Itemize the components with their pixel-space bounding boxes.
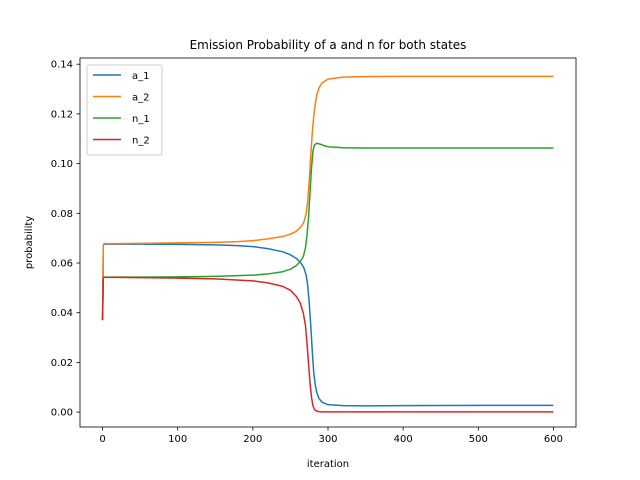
legend-label-n_2: n_2 xyxy=(132,136,150,147)
y-tick-label: 0.00 xyxy=(51,408,73,419)
series-line-a_2 xyxy=(101,75,554,321)
y-tick-label: 0.12 xyxy=(51,109,73,120)
x-tick-label: 500 xyxy=(469,434,488,445)
y-tick-label: 0.10 xyxy=(51,159,73,170)
legend-label-a_1: a_1 xyxy=(132,71,150,82)
y-tick-label: 0.14 xyxy=(51,60,73,71)
x-tick-label: 100 xyxy=(168,434,187,445)
series-line-a_1 xyxy=(101,243,554,407)
x-tick-label: 400 xyxy=(394,434,413,445)
y-axis-label: probability xyxy=(24,216,35,269)
legend-label-n_1: n_1 xyxy=(132,114,150,125)
plot-area xyxy=(101,75,554,413)
x-axis: 0 100 200 300 400 500 600 xyxy=(99,427,563,445)
x-axis-label: iteration xyxy=(307,459,349,470)
legend: a_1 a_2 n_1 n_2 xyxy=(86,64,163,156)
x-tick-label: 600 xyxy=(544,434,563,445)
y-tick-label: 0.08 xyxy=(51,209,73,220)
x-tick-label: 200 xyxy=(243,434,262,445)
y-axis: 0.00 0.02 0.04 0.06 0.08 0.10 0.12 0.14 xyxy=(51,60,80,419)
x-tick-label: 0 xyxy=(99,434,105,445)
y-tick-label: 0.06 xyxy=(51,259,73,270)
legend-box xyxy=(86,64,163,156)
chart-title: Emission Probability of a and n for both… xyxy=(190,38,467,52)
y-tick-label: 0.04 xyxy=(51,308,73,319)
y-tick-label: 0.02 xyxy=(51,358,73,369)
x-tick-label: 300 xyxy=(318,434,337,445)
legend-label-a_2: a_2 xyxy=(132,93,150,104)
series-line-n_1 xyxy=(101,142,554,321)
series-line-n_2 xyxy=(101,276,554,413)
